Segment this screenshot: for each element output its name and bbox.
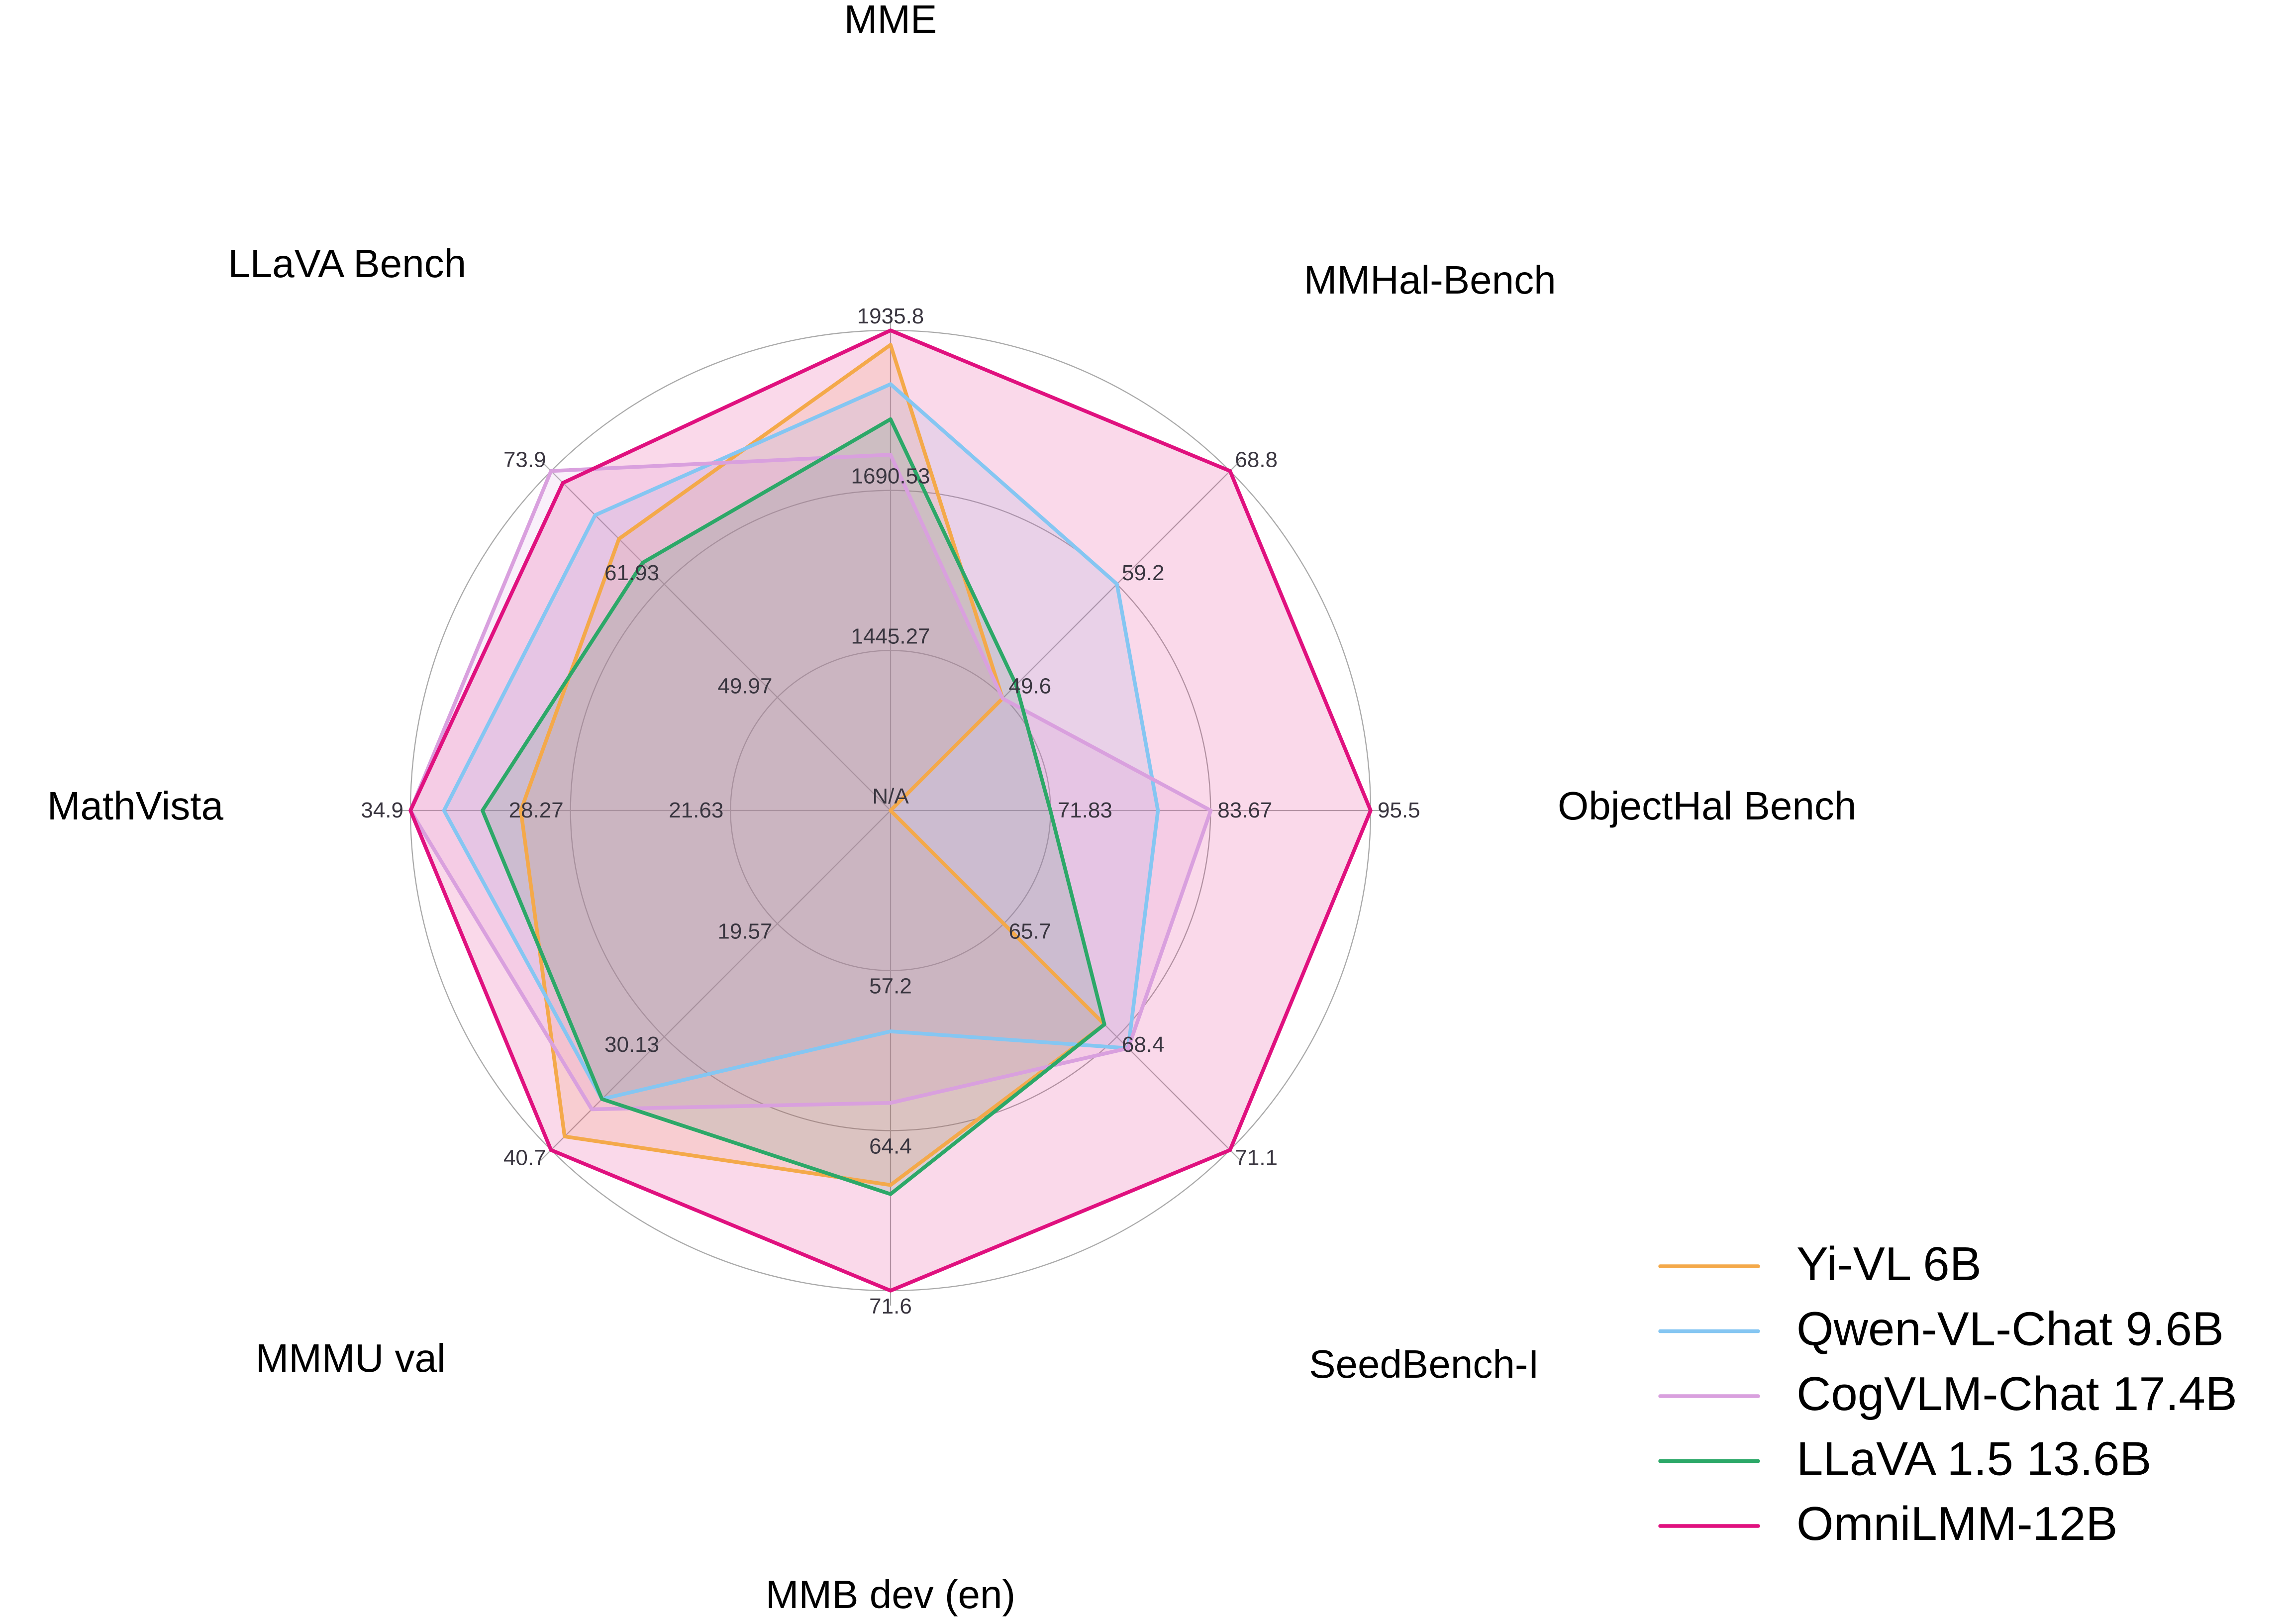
svg-text:34.9: 34.9 [361,798,403,822]
svg-text:68.8: 68.8 [1235,448,1278,472]
svg-text:28.27: 28.27 [509,798,564,822]
svg-text:59.2: 59.2 [1122,561,1165,585]
svg-text:MMB dev (en): MMB dev (en) [766,1572,1015,1617]
svg-text:CogVLM-Chat 17.4B: CogVLM-Chat 17.4B [1796,1367,2237,1421]
svg-text:OmniLMM-12B: OmniLMM-12B [1796,1497,2117,1550]
svg-text:MMHal-Bench: MMHal-Bench [1304,258,1556,302]
svg-text:30.13: 30.13 [604,1032,659,1057]
svg-text:71.6: 71.6 [869,1294,912,1319]
svg-text:65.7: 65.7 [1009,919,1052,944]
svg-text:61.93: 61.93 [604,561,659,585]
svg-text:1935.8: 1935.8 [857,304,924,328]
svg-text:71.83: 71.83 [1058,798,1112,822]
svg-text:Qwen-VL-Chat 9.6B: Qwen-VL-Chat 9.6B [1796,1303,2224,1356]
svg-text:1690.53: 1690.53 [851,464,930,489]
svg-text:19.57: 19.57 [717,919,772,944]
svg-text:83.67: 83.67 [1217,798,1272,822]
svg-text:MathVista: MathVista [47,784,224,828]
svg-text:MMMU val: MMMU val [256,1336,446,1380]
svg-text:MME: MME [844,0,937,41]
svg-text:95.5: 95.5 [1378,798,1420,822]
svg-text:40.7: 40.7 [503,1145,546,1170]
svg-text:71.1: 71.1 [1235,1145,1278,1170]
svg-text:ObjectHal Bench: ObjectHal Bench [1558,784,1856,828]
svg-text:LLaVA 1.5 13.6B: LLaVA 1.5 13.6B [1796,1432,2151,1486]
svg-text:49.6: 49.6 [1009,674,1052,699]
svg-text:N/A: N/A [872,784,909,809]
svg-text:64.4: 64.4 [869,1134,912,1158]
svg-text:49.97: 49.97 [717,674,772,699]
svg-text:1445.27: 1445.27 [851,624,930,648]
svg-text:Yi-VL 6B: Yi-VL 6B [1796,1237,1982,1291]
svg-text:LLaVA Bench: LLaVA Bench [228,241,466,286]
svg-text:68.4: 68.4 [1122,1032,1165,1057]
svg-text:SeedBench-I: SeedBench-I [1309,1342,1539,1386]
svg-text:73.9: 73.9 [503,448,546,472]
svg-text:21.63: 21.63 [669,798,723,822]
svg-text:57.2: 57.2 [869,974,912,999]
